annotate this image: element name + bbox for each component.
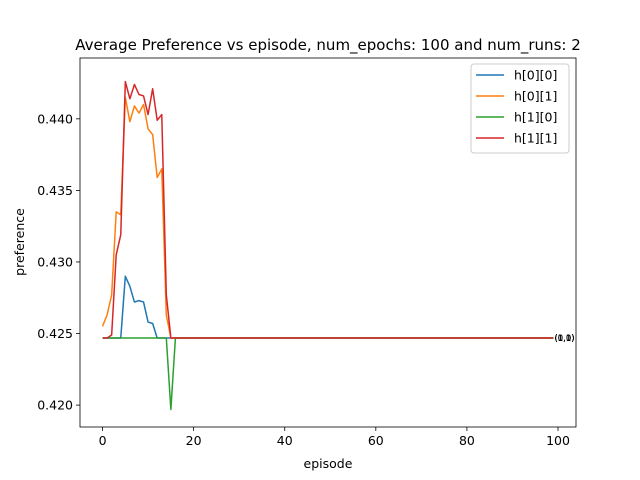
series-line-h-1-1: [102, 80, 554, 339]
x-tick-label: 100: [546, 433, 570, 448]
end-point-label: (1,0): [554, 334, 574, 344]
y-tick-label: 0.425: [37, 326, 73, 341]
x-tick-label: 40: [277, 433, 293, 448]
plot-frame: [79, 57, 577, 428]
legend-box: [470, 63, 570, 154]
x-tick-label: 20: [186, 433, 202, 448]
y-tick-label: 0.435: [37, 183, 73, 198]
y-axis-label: preference: [12, 208, 27, 276]
legend-label: h[1][1]: [514, 131, 557, 146]
legend: h[0][0] h[0][1] h[1][0] h[1][1]: [470, 63, 570, 154]
x-axis: 0 20 40 60 80 100: [99, 427, 570, 448]
legend-label: h[0][0]: [514, 68, 557, 83]
plot-lines: [101, 80, 554, 411]
end-point-label: (0,0): [554, 334, 574, 344]
y-tick-label: 0.430: [37, 254, 73, 269]
end-point-label: (0,1): [554, 334, 574, 344]
legend-label: h[1][0]: [514, 110, 557, 125]
series-line-h-0-1: [101, 96, 554, 339]
x-tick-label: 60: [368, 433, 384, 448]
legend-label: h[0][1]: [514, 89, 557, 104]
chart-title: Average Preference vs episode, num_epoch…: [75, 36, 581, 55]
x-tick-label: 80: [459, 433, 475, 448]
y-tick-label: 0.440: [37, 111, 73, 126]
y-axis: 0.420 0.425 0.430 0.435 0.440: [37, 111, 80, 413]
x-tick-label: 0: [99, 433, 107, 448]
y-tick-label: 0.420: [37, 398, 73, 413]
x-axis-label: episode: [304, 456, 353, 471]
end-labels: (1,1)(0,0)(0,1)(1,0): [554, 334, 574, 344]
end-point-label: (1,1): [554, 334, 574, 344]
